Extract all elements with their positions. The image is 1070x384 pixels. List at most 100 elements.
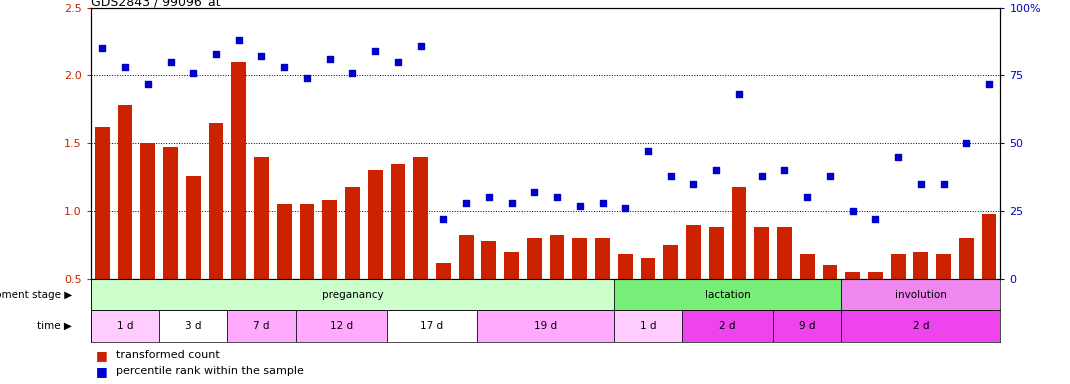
- Point: [321, 56, 338, 62]
- Bar: [663, 245, 678, 279]
- Text: ■: ■: [96, 349, 108, 362]
- Point: [253, 53, 270, 60]
- Bar: [845, 272, 860, 279]
- Point: [707, 167, 724, 174]
- Point: [434, 216, 452, 222]
- Bar: [841, 310, 1000, 342]
- Point: [480, 194, 498, 200]
- Text: 1 d: 1 d: [117, 321, 134, 331]
- Point: [208, 51, 225, 57]
- Bar: [386, 310, 477, 342]
- Bar: [228, 310, 295, 342]
- Bar: [186, 176, 201, 279]
- Bar: [773, 310, 841, 342]
- Point: [117, 64, 134, 70]
- Point: [276, 64, 293, 70]
- Point: [367, 48, 384, 54]
- Bar: [231, 62, 246, 279]
- Bar: [91, 310, 159, 342]
- Text: transformed count: transformed count: [116, 350, 219, 360]
- Bar: [936, 254, 951, 279]
- Bar: [413, 157, 428, 279]
- Text: 9 d: 9 d: [799, 321, 815, 331]
- Point: [299, 75, 316, 81]
- Bar: [159, 310, 228, 342]
- Point: [662, 173, 679, 179]
- Point: [162, 59, 179, 65]
- Bar: [526, 238, 541, 279]
- Point: [412, 43, 429, 49]
- Bar: [345, 187, 360, 279]
- Point: [503, 200, 520, 206]
- Text: ■: ■: [96, 365, 108, 378]
- Point: [798, 194, 815, 200]
- Bar: [277, 204, 292, 279]
- Point: [913, 181, 930, 187]
- Bar: [799, 254, 814, 279]
- Point: [94, 45, 111, 51]
- Point: [525, 189, 542, 195]
- Bar: [890, 254, 905, 279]
- Text: 7 d: 7 d: [254, 321, 270, 331]
- Text: percentile rank within the sample: percentile rank within the sample: [116, 366, 304, 376]
- Point: [549, 194, 566, 200]
- Bar: [254, 157, 269, 279]
- Bar: [572, 238, 587, 279]
- Bar: [91, 279, 614, 310]
- Bar: [118, 105, 133, 279]
- Bar: [614, 279, 841, 310]
- Bar: [614, 310, 683, 342]
- Bar: [368, 170, 383, 279]
- Point: [458, 200, 475, 206]
- Bar: [841, 279, 1000, 310]
- Bar: [163, 147, 178, 279]
- Bar: [140, 143, 155, 279]
- Bar: [459, 235, 474, 279]
- Bar: [95, 127, 110, 279]
- Point: [640, 148, 657, 154]
- Point: [822, 173, 839, 179]
- Text: 1 d: 1 d: [640, 321, 656, 331]
- Point: [230, 37, 247, 43]
- Point: [889, 154, 906, 160]
- Text: GDS2843 / 99096_at: GDS2843 / 99096_at: [91, 0, 220, 8]
- Bar: [300, 204, 315, 279]
- Bar: [477, 310, 614, 342]
- Point: [685, 181, 702, 187]
- Text: 12 d: 12 d: [330, 321, 353, 331]
- Text: 17 d: 17 d: [421, 321, 444, 331]
- Bar: [209, 123, 224, 279]
- Bar: [295, 310, 386, 342]
- Bar: [732, 187, 747, 279]
- Point: [753, 173, 770, 179]
- Bar: [435, 263, 450, 279]
- Point: [844, 208, 861, 214]
- Bar: [683, 310, 773, 342]
- Bar: [981, 214, 996, 279]
- Point: [731, 91, 748, 98]
- Bar: [595, 238, 610, 279]
- Point: [389, 59, 407, 65]
- Text: time ▶: time ▶: [37, 321, 72, 331]
- Point: [185, 70, 202, 76]
- Point: [616, 205, 633, 211]
- Bar: [708, 227, 723, 279]
- Bar: [322, 200, 337, 279]
- Text: 3 d: 3 d: [185, 321, 201, 331]
- Text: lactation: lactation: [705, 290, 750, 300]
- Bar: [617, 254, 632, 279]
- Bar: [686, 225, 701, 279]
- Bar: [754, 227, 769, 279]
- Point: [776, 167, 793, 174]
- Point: [594, 200, 611, 206]
- Bar: [823, 265, 838, 279]
- Bar: [868, 272, 883, 279]
- Bar: [777, 227, 792, 279]
- Bar: [482, 241, 496, 279]
- Point: [571, 202, 588, 209]
- Point: [867, 216, 884, 222]
- Bar: [391, 164, 406, 279]
- Text: development stage ▶: development stage ▶: [0, 290, 72, 300]
- Point: [343, 70, 361, 76]
- Text: 2 d: 2 d: [913, 321, 929, 331]
